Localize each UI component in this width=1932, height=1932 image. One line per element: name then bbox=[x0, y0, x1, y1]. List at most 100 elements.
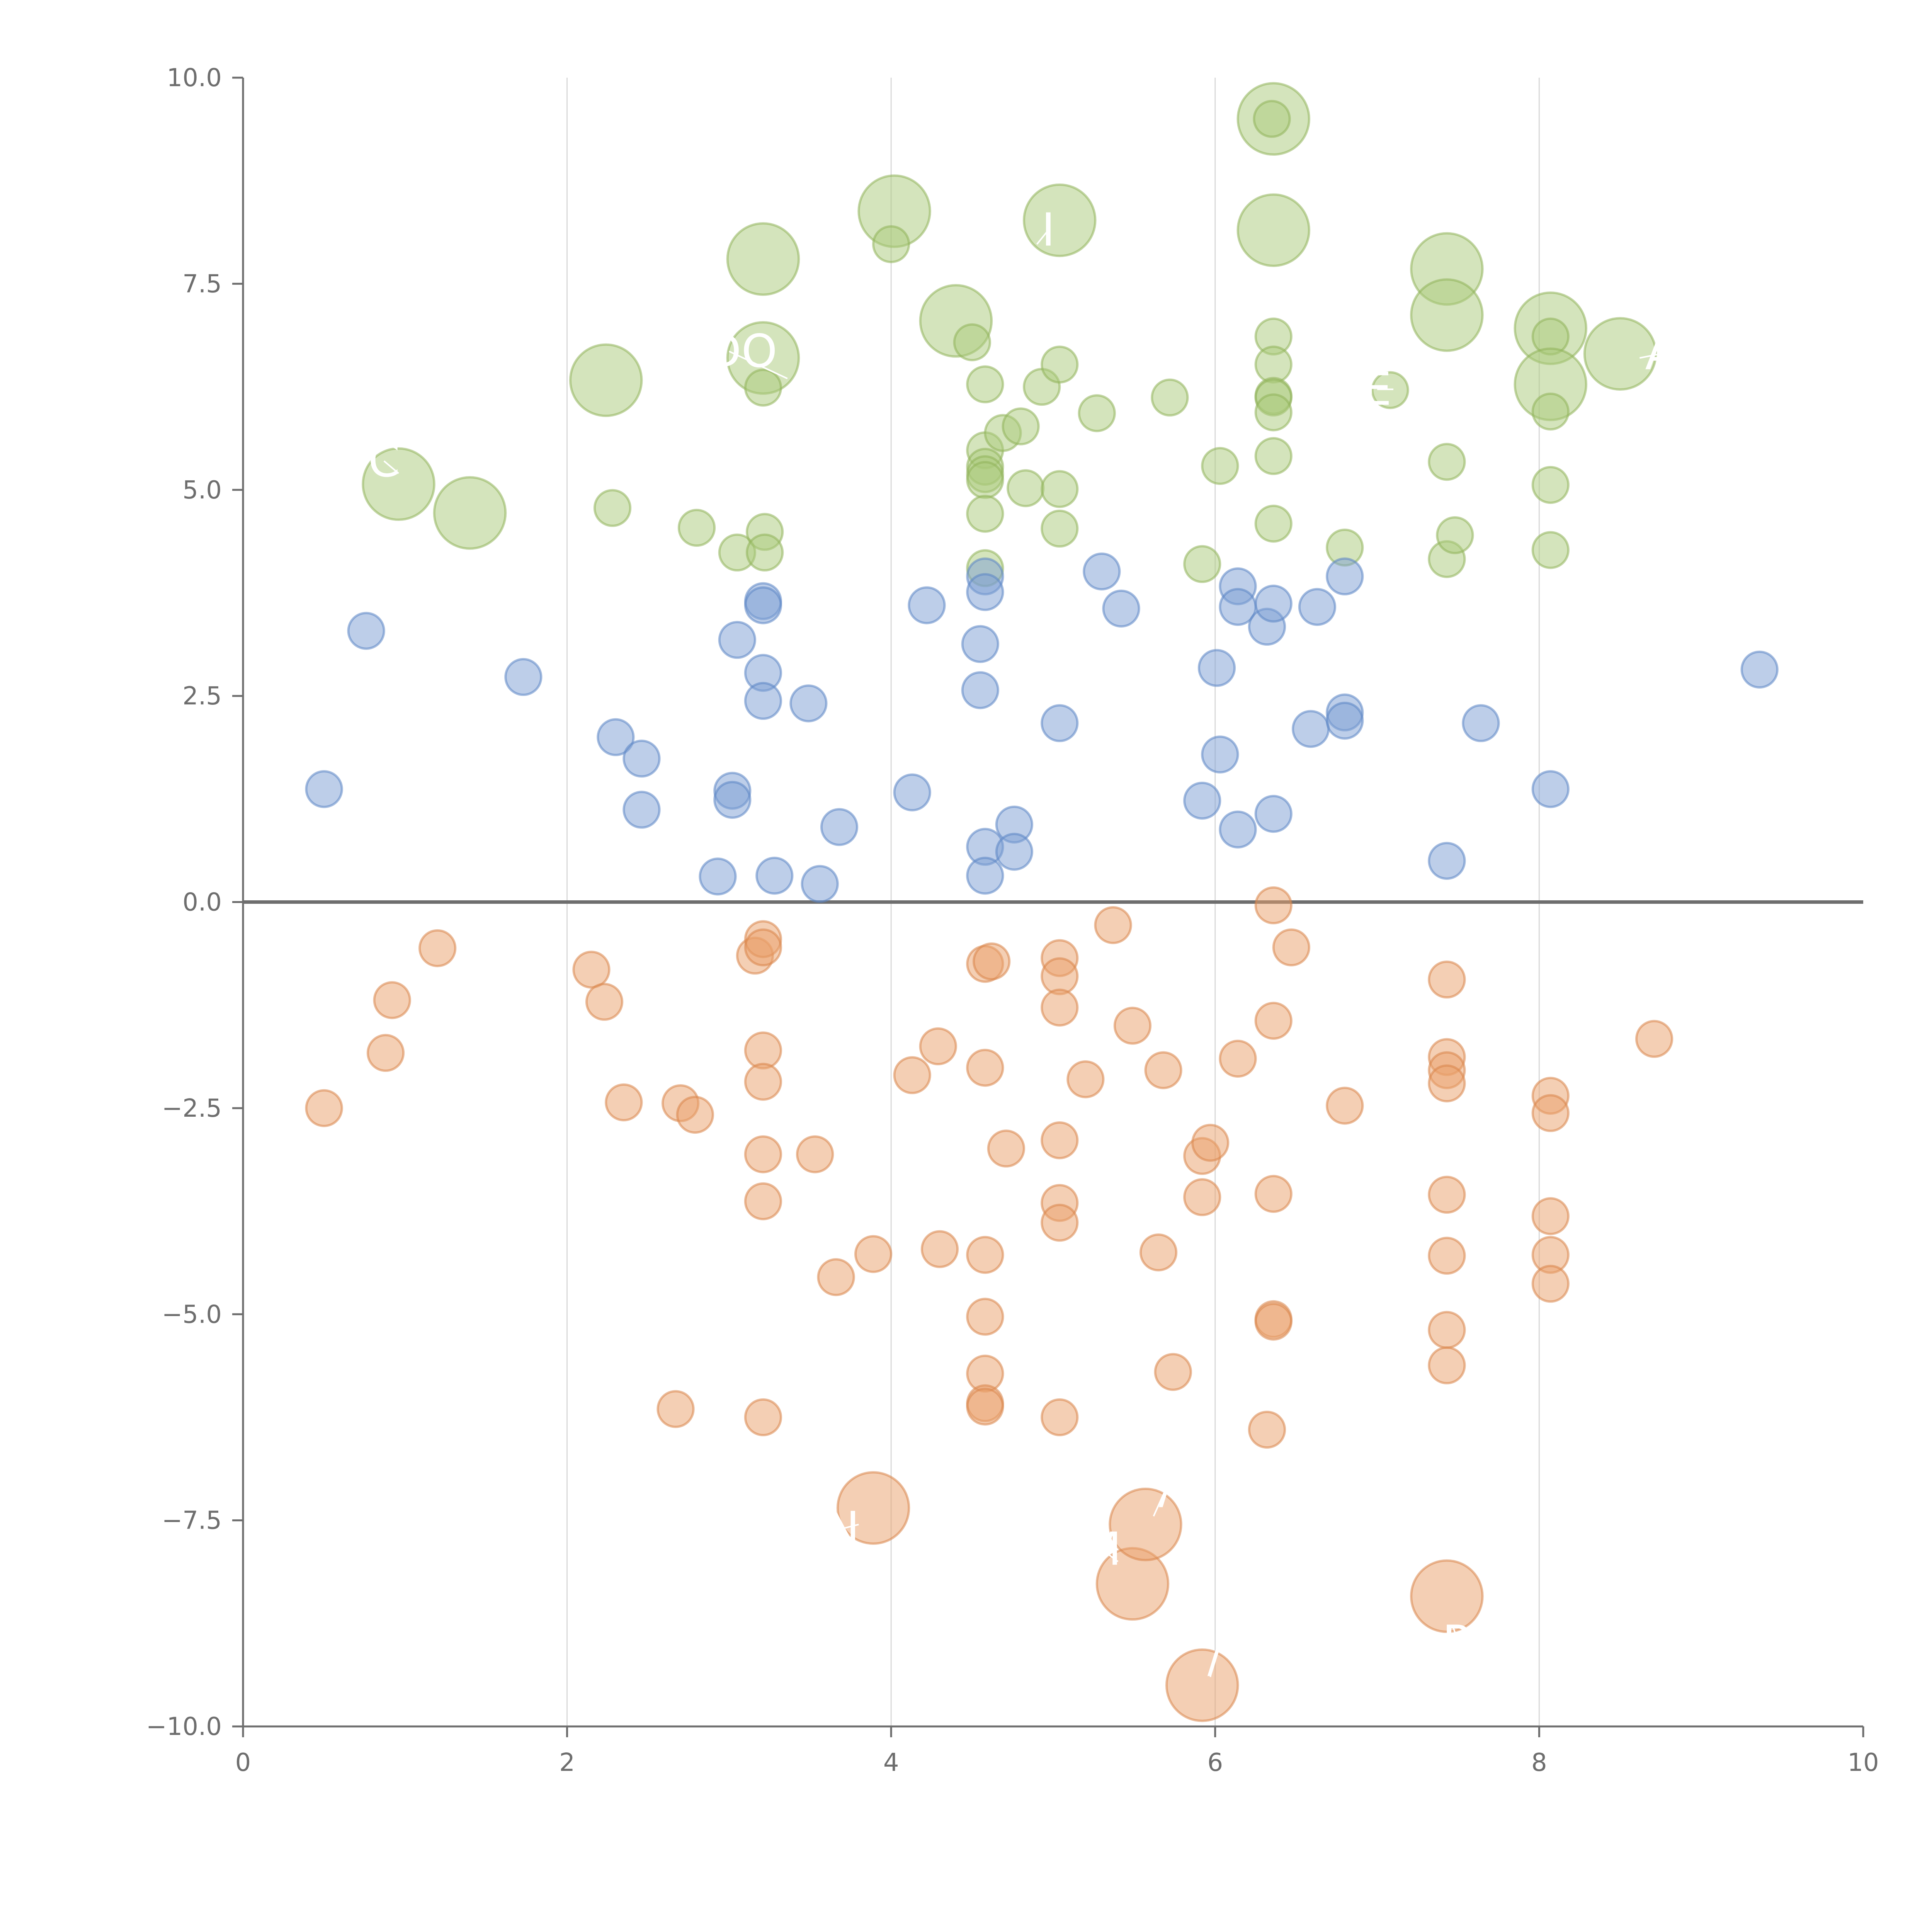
negative-point-14 bbox=[744, 1063, 782, 1101]
positive-high-point-5 bbox=[1236, 193, 1310, 267]
positive-high-point-56 bbox=[1531, 466, 1570, 504]
positive-low-point-9 bbox=[713, 781, 752, 819]
positive-low-point-46 bbox=[1462, 704, 1500, 742]
annotation-label-4: I bbox=[1042, 203, 1055, 257]
positive-high-point-3 bbox=[872, 225, 910, 264]
positive-low-point-1 bbox=[504, 658, 543, 696]
positive-low-point-36 bbox=[1219, 810, 1257, 849]
negative-point-67 bbox=[1428, 1236, 1466, 1275]
positive-high-point-43 bbox=[1201, 447, 1239, 485]
negative-point-5 bbox=[585, 983, 624, 1021]
negative-point-7 bbox=[656, 1390, 695, 1428]
positive-high-point-50 bbox=[1254, 505, 1293, 543]
y-tick-label-0: 10.0 bbox=[167, 64, 222, 92]
negative-point-50 bbox=[1191, 1124, 1230, 1162]
positive-low-point-0 bbox=[347, 612, 385, 650]
annotations: LDO C A E I N M / / R bbox=[368, 203, 1677, 1683]
annotation-label-1: C bbox=[368, 434, 400, 487]
positive-high-point-22 bbox=[677, 509, 716, 547]
negative-point-1 bbox=[366, 1034, 405, 1072]
negative-point-24 bbox=[920, 1230, 959, 1268]
negative-point-51 bbox=[1183, 1178, 1221, 1216]
y-tick-label-8: −10.0 bbox=[146, 1713, 222, 1741]
negative-point-66 bbox=[1428, 1175, 1466, 1214]
negative-point-56 bbox=[1254, 1002, 1293, 1040]
negative-point-39 bbox=[1041, 1204, 1079, 1242]
annotation-leader-6 bbox=[1101, 1548, 1119, 1562]
negative-point-69 bbox=[1428, 1346, 1466, 1384]
negative-point-73 bbox=[1531, 1197, 1570, 1235]
positive-high-point-20 bbox=[433, 476, 507, 550]
positive-high-point-4 bbox=[1023, 183, 1097, 257]
y-tick-label-1: 7.5 bbox=[182, 270, 222, 298]
positive-high-point-39 bbox=[1041, 509, 1079, 548]
negative-point-43 bbox=[1113, 1007, 1152, 1045]
positive-high-point-38 bbox=[1041, 470, 1079, 508]
negative-point-59 bbox=[1254, 1303, 1293, 1341]
positive-low-point-44 bbox=[1326, 702, 1364, 740]
negative-point-55 bbox=[1254, 886, 1293, 925]
positive-low-point-20 bbox=[961, 625, 999, 663]
negative-point-0 bbox=[305, 1089, 343, 1127]
positive-low-point-32 bbox=[1197, 649, 1236, 687]
negative-point-52 bbox=[1165, 1648, 1239, 1722]
positive-low-point-31 bbox=[1183, 781, 1221, 820]
positive-high-point-31 bbox=[966, 495, 1004, 533]
positive-low-point-3 bbox=[597, 718, 635, 756]
positive-high-point-40 bbox=[1078, 394, 1116, 432]
negative-point-3 bbox=[418, 929, 457, 968]
positive-low-point-17 bbox=[820, 808, 859, 846]
positive-high-point-1 bbox=[1253, 100, 1291, 138]
negative-point-9 bbox=[676, 1095, 714, 1134]
positive-low-point-23 bbox=[966, 573, 1004, 611]
x-tick-label-2: 4 bbox=[883, 1748, 899, 1777]
positive-high-point-30 bbox=[966, 461, 1004, 499]
negative-point-41 bbox=[1066, 1060, 1105, 1099]
positive-low-point-38 bbox=[1254, 585, 1293, 623]
negative-point-48 bbox=[1154, 1353, 1192, 1391]
negative-point-16 bbox=[744, 1182, 782, 1221]
negative-point-54 bbox=[1248, 1410, 1286, 1449]
negative-point-72 bbox=[1531, 1094, 1570, 1132]
negative-point-23 bbox=[919, 1027, 957, 1065]
positive-low-point-28 bbox=[1041, 704, 1079, 742]
positive-high-point-41 bbox=[1151, 378, 1189, 417]
annotation-leader-8 bbox=[1209, 1656, 1216, 1677]
positive-high-point-15 bbox=[744, 369, 782, 407]
negative-point-32 bbox=[966, 1388, 1004, 1426]
y-tick-label-4: 0.0 bbox=[182, 888, 222, 917]
positive-high-point-13 bbox=[726, 222, 800, 296]
positive-low-point-13 bbox=[744, 682, 782, 720]
positive-low-point-6 bbox=[699, 857, 737, 896]
negative-point-26 bbox=[973, 942, 1011, 981]
annotation-leader-2 bbox=[1639, 353, 1661, 359]
negative-point-70 bbox=[1410, 1559, 1484, 1633]
negative-point-4 bbox=[572, 951, 611, 989]
positive-high-point-7 bbox=[1410, 278, 1484, 352]
negative-point-17 bbox=[744, 1398, 782, 1437]
positive-high-point-17 bbox=[953, 323, 991, 361]
positive-low-point-2 bbox=[305, 770, 343, 808]
positive-high-point-26 bbox=[966, 365, 1004, 403]
positive-low-point-33 bbox=[1201, 735, 1239, 774]
annotation-leader-9 bbox=[1452, 1627, 1459, 1643]
positive-low-point-27 bbox=[995, 833, 1033, 871]
negative-point-57 bbox=[1254, 1175, 1293, 1213]
axes: 10.0 7.5 5.0 2.5 0.0 −2.5 −5.0 −7.5 −10.0 0 2 4 6 8 10 bbox=[146, 64, 1879, 1777]
x-tick-label-0: 0 bbox=[235, 1748, 251, 1777]
positive-low-point-41 bbox=[1298, 588, 1337, 626]
positive-low-point-42 bbox=[1326, 557, 1364, 595]
positive-high-point-19 bbox=[362, 447, 435, 521]
y-tick-label-5: −2.5 bbox=[162, 1094, 222, 1123]
positive-high-point-53 bbox=[1428, 443, 1466, 481]
positive-low-point-47 bbox=[1531, 770, 1570, 808]
positive-low-point-11 bbox=[744, 586, 782, 624]
negative-point-29 bbox=[966, 1298, 1004, 1336]
negative-point-2 bbox=[373, 981, 411, 1019]
y-tick-label-6: −5.0 bbox=[162, 1300, 222, 1329]
negative-point-61 bbox=[1326, 1087, 1364, 1125]
negative-point-37 bbox=[1041, 1121, 1079, 1160]
annotation-label-9: R bbox=[1442, 1615, 1474, 1668]
annotation-label-5: N bbox=[825, 1502, 859, 1555]
